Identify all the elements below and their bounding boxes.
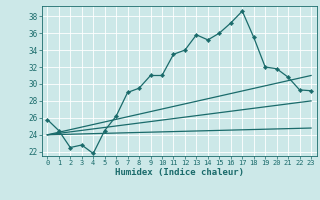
X-axis label: Humidex (Indice chaleur): Humidex (Indice chaleur) bbox=[115, 168, 244, 177]
